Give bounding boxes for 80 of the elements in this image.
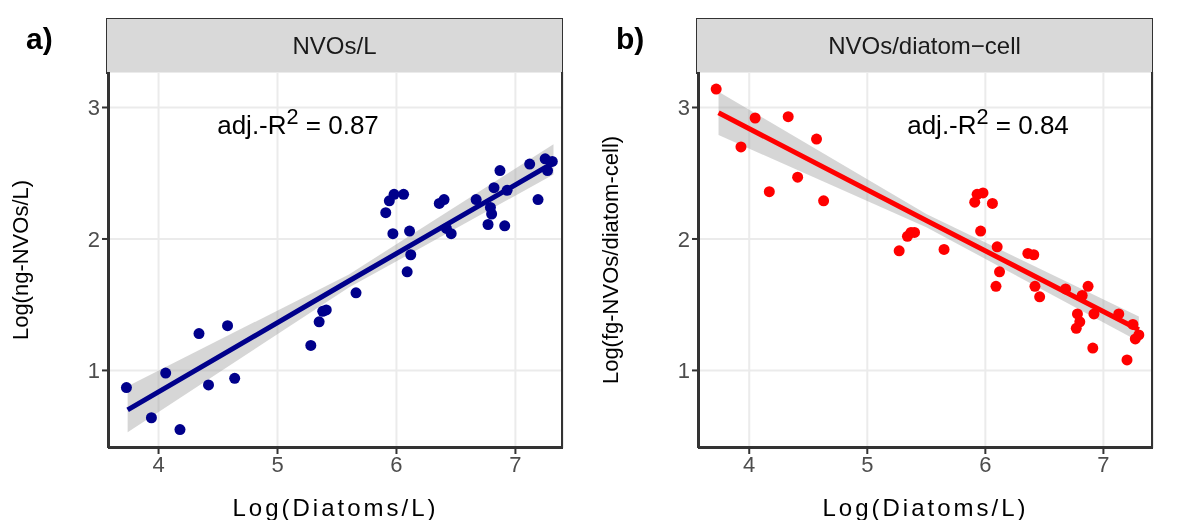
x-tick-label: 6 bbox=[979, 451, 992, 477]
y-tick-label: 2 bbox=[87, 226, 100, 252]
point bbox=[986, 197, 998, 209]
point bbox=[1060, 283, 1072, 295]
point bbox=[1029, 280, 1041, 292]
point bbox=[482, 219, 494, 230]
point bbox=[1074, 316, 1086, 328]
point bbox=[470, 194, 482, 206]
y-tick-label: 1 bbox=[87, 358, 100, 384]
annotation: adj.-R$^{2}$ = 0.87 bbox=[217, 104, 379, 141]
point bbox=[991, 241, 1003, 253]
point bbox=[994, 266, 1006, 278]
y-tick-label: 2 bbox=[677, 226, 690, 252]
y-tick-label: 3 bbox=[677, 95, 690, 121]
x-tick-label: 7 bbox=[509, 451, 522, 477]
point bbox=[313, 316, 325, 328]
point bbox=[1087, 342, 1099, 354]
point bbox=[387, 228, 399, 240]
x-tick-label: 7 bbox=[1097, 451, 1110, 477]
y-tick-label: 1 bbox=[677, 358, 690, 384]
point bbox=[120, 382, 132, 394]
x-tick-label: 4 bbox=[152, 451, 165, 477]
point bbox=[975, 225, 987, 237]
point bbox=[818, 195, 830, 207]
point bbox=[160, 367, 172, 379]
point bbox=[350, 287, 362, 299]
point bbox=[1082, 280, 1094, 292]
point bbox=[1076, 290, 1088, 301]
point bbox=[488, 182, 500, 194]
point bbox=[1113, 308, 1125, 320]
point bbox=[532, 194, 544, 206]
x-tick-label: 5 bbox=[271, 451, 284, 477]
point bbox=[438, 194, 450, 206]
point bbox=[938, 243, 950, 255]
x-tick-label: 4 bbox=[743, 451, 756, 477]
annotation: adj.-R$^{2}$ = 0.84 bbox=[907, 104, 1069, 141]
point bbox=[388, 188, 400, 200]
point bbox=[1088, 308, 1100, 320]
point bbox=[305, 339, 317, 351]
y-tick-label: 3 bbox=[87, 95, 100, 121]
point bbox=[710, 83, 722, 95]
x-tick-label: 5 bbox=[861, 451, 874, 477]
point bbox=[380, 207, 392, 219]
point bbox=[229, 372, 241, 384]
point bbox=[501, 184, 513, 196]
point bbox=[1133, 329, 1145, 341]
point bbox=[811, 133, 823, 145]
point bbox=[763, 186, 775, 198]
point bbox=[749, 112, 761, 124]
chart-title: NVOs/L bbox=[292, 32, 377, 60]
point bbox=[1034, 291, 1046, 303]
x-tick-label: 6 bbox=[390, 451, 403, 477]
y-axis-title: Log(fg-NVOs/diatom-cell) bbox=[597, 135, 623, 385]
point bbox=[445, 228, 457, 240]
point bbox=[486, 208, 498, 220]
point bbox=[1121, 354, 1133, 366]
point bbox=[499, 220, 511, 232]
point bbox=[792, 171, 804, 183]
chart-title: NVOs/diatom−cell bbox=[828, 32, 1021, 60]
point bbox=[174, 424, 186, 436]
y-axis-title: Log(ng-NVOs/L) bbox=[7, 179, 33, 341]
point bbox=[145, 412, 157, 424]
point bbox=[524, 158, 536, 170]
text: b) bbox=[616, 22, 645, 56]
text: a) bbox=[26, 22, 53, 56]
point bbox=[404, 225, 416, 237]
point bbox=[1028, 249, 1040, 261]
point bbox=[782, 111, 794, 123]
point bbox=[494, 165, 506, 177]
point bbox=[1127, 318, 1139, 330]
point bbox=[990, 280, 1002, 292]
point bbox=[735, 141, 747, 153]
point bbox=[193, 328, 205, 340]
point bbox=[203, 379, 215, 391]
point bbox=[398, 188, 410, 200]
point bbox=[222, 320, 234, 332]
point bbox=[546, 155, 558, 167]
point bbox=[893, 245, 905, 257]
point bbox=[401, 266, 413, 278]
point bbox=[405, 249, 417, 261]
